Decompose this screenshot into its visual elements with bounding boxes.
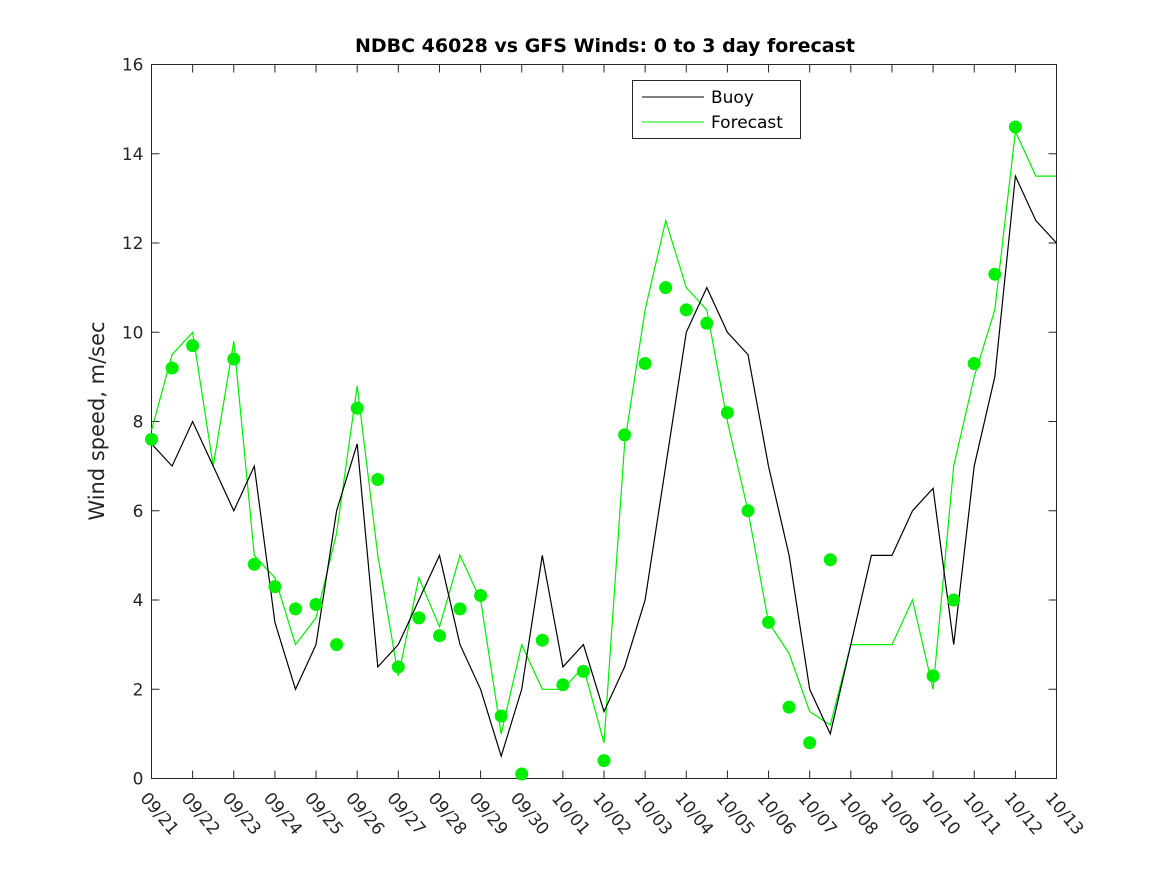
data-point xyxy=(371,473,385,486)
data-point xyxy=(227,352,241,366)
y-tick-label: 0 xyxy=(133,770,144,790)
x-tick-label: 09/21 xyxy=(136,789,183,839)
y-tick-label: 8 xyxy=(133,413,144,433)
data-point xyxy=(947,593,961,607)
data-point xyxy=(412,611,426,625)
x-tick-label: 10/11 xyxy=(958,789,1005,839)
data-point xyxy=(762,615,775,629)
x-tick-label: 09/29 xyxy=(465,789,512,839)
data-point xyxy=(823,553,837,567)
x-tick-label: 10/04 xyxy=(670,789,717,839)
y-tick-label: 14 xyxy=(122,145,144,165)
data-point xyxy=(597,754,611,768)
chart-title: NDBC 46028 vs GFS Winds: 0 to 3 day fore… xyxy=(355,35,855,57)
data-point xyxy=(330,638,344,652)
data-point xyxy=(309,598,323,611)
x-tick-label: 10/08 xyxy=(835,789,882,839)
y-tick-label: 4 xyxy=(133,591,144,611)
x-tick-label: 10/09 xyxy=(876,789,923,839)
data-point xyxy=(433,629,446,643)
y-tick-label: 2 xyxy=(133,680,144,700)
x-tick-label: 10/03 xyxy=(629,789,676,839)
data-point xyxy=(474,589,488,602)
data-point xyxy=(556,678,570,692)
data-point xyxy=(289,602,302,616)
legend: Buoy Forecast xyxy=(632,80,801,139)
series-line-forecast xyxy=(150,129,1057,743)
x-tick-label: 10/10 xyxy=(917,789,964,839)
y-axis: 0 2 4 6 8 10 12 14 16 xyxy=(122,56,1057,790)
data-point xyxy=(720,406,734,420)
x-tick-label: 09/24 xyxy=(259,789,306,839)
x-tick-label: 09/23 xyxy=(218,789,265,839)
data-point xyxy=(535,633,549,647)
data-point xyxy=(165,361,179,375)
x-tick-label: 10/13 xyxy=(1041,789,1088,839)
data-point xyxy=(988,267,1002,281)
x-tick-label: 10/07 xyxy=(794,789,841,839)
data-point xyxy=(350,401,364,415)
legend-label-buoy: Buoy xyxy=(711,88,754,108)
data-point xyxy=(679,303,693,317)
x-tick-label: 10/06 xyxy=(753,789,800,839)
data-point xyxy=(145,432,158,446)
legend-box xyxy=(632,80,801,139)
y-tick-label: 10 xyxy=(122,323,144,343)
x-axis: 09/2109/2209/2309/2409/2509/2609/2709/28… xyxy=(136,64,1088,839)
data-point xyxy=(576,664,590,678)
x-tick-label: 09/26 xyxy=(341,789,388,839)
x-tick-label: 09/30 xyxy=(506,789,553,839)
y-tick-label: 12 xyxy=(122,234,144,254)
legend-label-forecast: Forecast xyxy=(711,113,783,133)
data-point xyxy=(268,580,282,594)
x-tick-label: 09/28 xyxy=(424,789,471,839)
x-tick-label: 09/25 xyxy=(300,789,347,839)
plot-area xyxy=(151,64,1057,779)
data-point xyxy=(391,660,405,674)
data-point xyxy=(638,357,652,370)
x-tick-label: 09/22 xyxy=(177,789,224,839)
data-point xyxy=(515,767,529,781)
forecast-points xyxy=(145,120,1022,781)
data-point xyxy=(1008,120,1022,134)
y-tick-label: 16 xyxy=(122,56,144,76)
data-point xyxy=(618,428,632,442)
x-tick-label: 10/02 xyxy=(588,789,635,839)
data-point xyxy=(803,736,817,750)
x-tick-label: 09/27 xyxy=(382,789,429,839)
data-point xyxy=(700,316,714,330)
data-point xyxy=(967,357,981,370)
series-line-buoy xyxy=(151,173,1057,759)
data-point xyxy=(247,557,261,571)
x-tick-label: 10/05 xyxy=(712,789,759,839)
y-axis-label: Wind speed, m/sec xyxy=(85,321,109,520)
data-point xyxy=(186,339,200,353)
data-point xyxy=(494,709,508,723)
data-point xyxy=(782,700,796,714)
data-point xyxy=(453,602,467,616)
data-point xyxy=(741,504,755,518)
y-tick-label: 6 xyxy=(133,502,144,522)
series-layer xyxy=(150,129,1057,759)
x-tick-label: 10/12 xyxy=(1000,789,1047,839)
data-point xyxy=(926,669,940,683)
x-tick-label: 10/01 xyxy=(547,789,594,839)
data-point xyxy=(659,281,673,295)
